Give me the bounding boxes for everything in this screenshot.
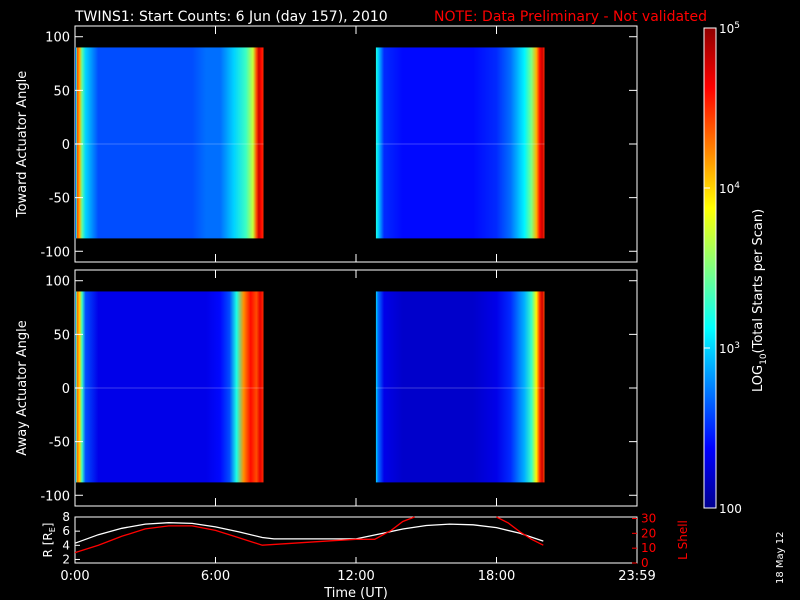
- x-tick-label: 23:59: [618, 569, 655, 584]
- x-tick-label: 18:00: [478, 569, 515, 584]
- l-shell-line: [74, 516, 544, 554]
- y-tick-label: 2: [62, 552, 70, 566]
- r-distance-line: [74, 522, 544, 544]
- x-tick-label: 12:00: [337, 569, 374, 584]
- y-tick-label: 0: [62, 138, 70, 153]
- x-axis-label: Time (UT): [323, 586, 388, 600]
- chart-title: TWINS1: Start Counts: 6 Jun (day 157), 2…: [74, 9, 388, 25]
- y-tick-label: -100: [40, 245, 70, 260]
- colorbar-scale: [703, 27, 717, 509]
- y-axis-label: Toward Actuator Angle: [15, 71, 30, 218]
- y2-tick-label: 20: [641, 526, 656, 540]
- away-heatmap-panel: 100 50 0 -50 -100 Away Actuator Angle: [15, 269, 638, 507]
- x-tick-label: 6:00: [201, 569, 230, 584]
- heatmap-block: [375, 47, 545, 239]
- date-stamp: 18 May 12: [775, 532, 786, 584]
- y-tick-label: -50: [49, 192, 70, 207]
- r-axis-label: R [RE]: [41, 523, 57, 558]
- toward-heatmap-panel: 100 50 0 -50 -100 Toward Actuator Angle: [15, 25, 638, 263]
- y-axis-label: Away Actuator Angle: [15, 320, 30, 455]
- y-tick-label: 6: [62, 524, 70, 538]
- y-tick-label: 50: [53, 84, 70, 99]
- colorbar-tick-label: 100: [719, 502, 742, 516]
- preliminary-note: NOTE: Data Preliminary - Not validated: [434, 9, 707, 25]
- y2-tick-label: 0: [641, 556, 649, 570]
- heatmap-block: [375, 291, 545, 483]
- y-tick-label: 50: [53, 328, 70, 343]
- y-tick-label: 100: [45, 275, 70, 290]
- colorbar: 105 104 103 100 LOG10(Total Starts per Scan…: [703, 21, 769, 516]
- y-tick-label: 100: [45, 31, 70, 46]
- colorbar-tick-label: 104: [719, 181, 740, 196]
- heatmap-block: [75, 47, 264, 239]
- y-tick-label: 0: [62, 382, 70, 397]
- y-tick-label: -100: [40, 489, 70, 504]
- colorbar-label: LOG10(Total Starts per Scan): [751, 209, 769, 392]
- lshell-axis-label: L Shell: [676, 520, 690, 560]
- y-tick-label: -50: [49, 436, 70, 451]
- y2-tick-label: 10: [641, 541, 656, 555]
- x-tick-label: 0:00: [60, 569, 89, 584]
- y-tick-label: 4: [62, 538, 70, 552]
- orbit-frame: [74, 516, 638, 564]
- y2-tick-label: 30: [641, 511, 656, 525]
- colorbar-tick-label: 103: [719, 341, 740, 356]
- heatmap-block: [75, 291, 264, 483]
- y-tick-label: 8: [62, 510, 70, 524]
- colorbar-tick-label: 105: [719, 21, 740, 36]
